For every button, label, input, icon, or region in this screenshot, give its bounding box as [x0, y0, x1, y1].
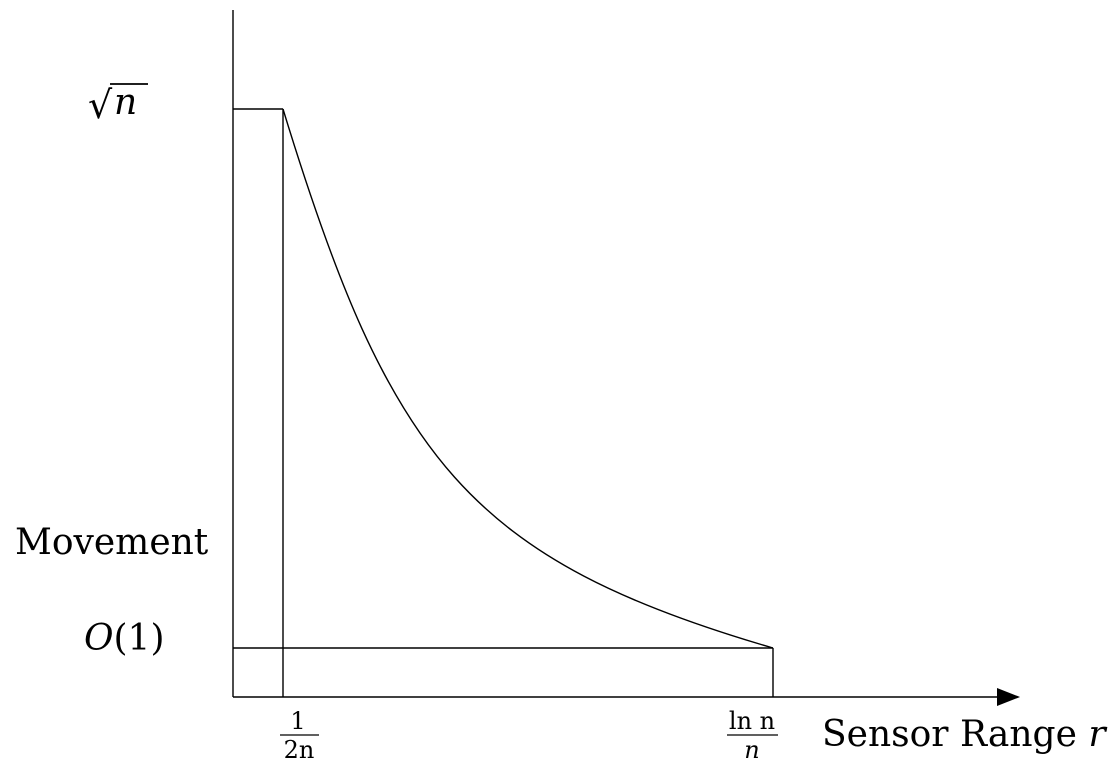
tick-left-denominator: 2n — [284, 736, 315, 764]
x-axis-title: Sensor Range r — [822, 714, 1107, 755]
x-tick-right-label: ln n n — [727, 707, 778, 764]
tick-right-numerator: ln n — [729, 707, 775, 735]
y-bottom-label: O(1) — [84, 618, 165, 659]
x-axis-title-text: Sensor Range — [822, 714, 1088, 755]
x-tick-left-label: 1 2n — [280, 707, 319, 764]
big-o-arg: (1) — [114, 618, 165, 659]
y-axis-title: Movement — [15, 522, 209, 563]
movement-curve — [282, 108, 774, 649]
sqrt-symbol: √ — [88, 83, 113, 127]
svg-text:√: √ — [88, 83, 113, 127]
x-axis-arrowhead — [997, 688, 1020, 706]
big-o: O — [84, 618, 114, 659]
x-axis-title-var: r — [1088, 714, 1107, 755]
tick-right-denominator: n — [744, 736, 759, 764]
y-top-label: √ n — [88, 82, 148, 127]
tick-left-numerator: 1 — [290, 707, 305, 735]
sqrt-variable: n — [114, 82, 137, 123]
